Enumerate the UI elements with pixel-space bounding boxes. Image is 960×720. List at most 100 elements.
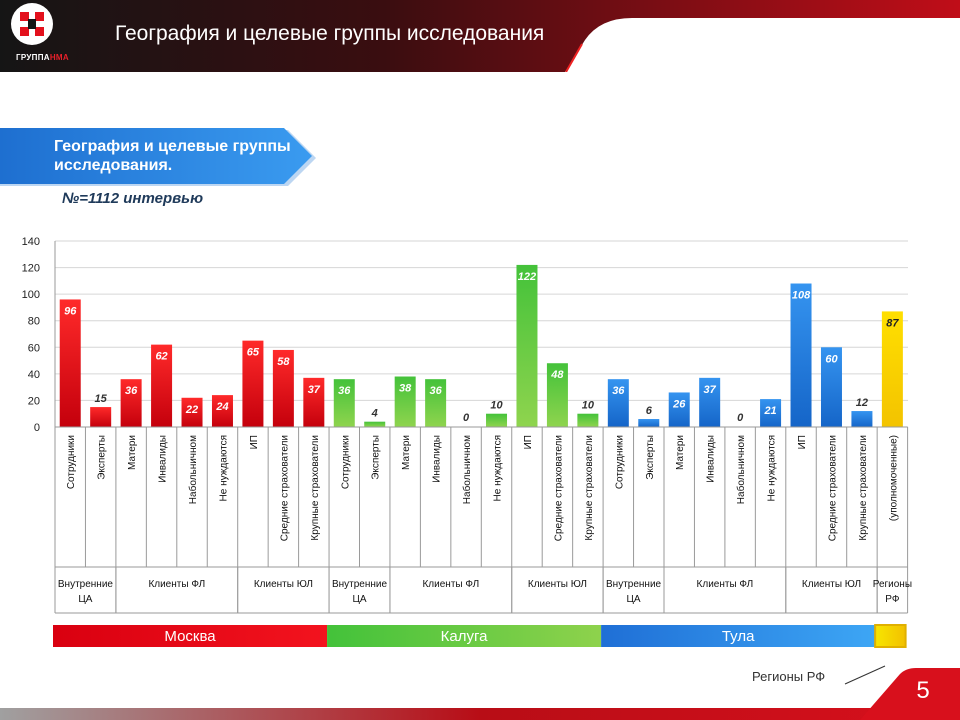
category-label: Сотрудники bbox=[614, 435, 625, 489]
bar bbox=[181, 397, 203, 427]
slide-title: География и целевые группы исследования bbox=[115, 22, 545, 45]
bar bbox=[881, 311, 903, 427]
bar-value-label: 122 bbox=[518, 271, 536, 283]
bar-value-label: 48 bbox=[550, 369, 564, 381]
bar-value-label: 4 bbox=[371, 408, 378, 420]
bar bbox=[486, 413, 508, 427]
bar-value-label: 0 bbox=[463, 412, 470, 424]
category-label: Набольничном bbox=[187, 435, 199, 504]
category-label: Инвалиды bbox=[706, 435, 717, 483]
category-label: Крупные страхователи bbox=[584, 435, 595, 541]
bar bbox=[546, 363, 568, 427]
region-segment bbox=[53, 625, 328, 647]
bar bbox=[211, 395, 233, 427]
bar bbox=[303, 377, 325, 427]
region-label: Тула bbox=[722, 628, 755, 645]
bar bbox=[90, 407, 112, 427]
bar-value-label: 62 bbox=[155, 351, 167, 363]
section-banner bbox=[0, 128, 316, 186]
bar bbox=[607, 379, 629, 427]
regions-callout-label: Регионы РФ bbox=[752, 669, 826, 684]
category-label: Крупные страхователи bbox=[858, 435, 869, 541]
bar bbox=[638, 419, 660, 427]
bar-value-label: 15 bbox=[95, 393, 108, 405]
group-label: Внутренние bbox=[58, 579, 114, 590]
category-label: Эксперты bbox=[97, 435, 108, 480]
category-label: Сотрудники bbox=[66, 435, 77, 489]
group-label: Клиенты ЮЛ bbox=[802, 579, 861, 590]
y-tick-label: 0 bbox=[34, 422, 40, 434]
group-label: ЦА bbox=[78, 594, 92, 605]
header-bar: ГРУППАНМА География и целевые группы исс… bbox=[0, 0, 960, 72]
region-label: Москва bbox=[164, 628, 216, 645]
section-banner-title: География и целевые группы исследования. bbox=[54, 138, 291, 174]
category-label: ИП bbox=[797, 435, 808, 449]
group-label: Клиенты ФЛ bbox=[422, 579, 479, 590]
category-label: Эксперты bbox=[645, 435, 656, 480]
region-segment bbox=[601, 625, 876, 647]
bar bbox=[577, 413, 599, 427]
bar-chart: 96 15 36 62 22 24 65 58 37 36 4 38 36 0 10 122 48 10 36 6 26… bbox=[22, 236, 912, 648]
category-label: Не нуждаются bbox=[767, 435, 778, 501]
bar-value-label: 96 bbox=[64, 305, 77, 317]
bar-value-label: 36 bbox=[125, 385, 138, 397]
group-label: Клиенты ФЛ bbox=[148, 579, 205, 590]
bar-value-label: 38 bbox=[399, 383, 412, 395]
y-tick-label: 120 bbox=[22, 263, 40, 275]
bar-value-label: 0 bbox=[737, 412, 744, 424]
bar bbox=[820, 347, 842, 427]
bar-value-label: 36 bbox=[612, 385, 625, 397]
category-label: Средние страхователи bbox=[827, 435, 838, 541]
bar-value-label: 65 bbox=[247, 347, 260, 359]
category-label: Набольничном bbox=[735, 435, 747, 504]
bar-value-label: 108 bbox=[792, 290, 811, 302]
bar-value-label: 6 bbox=[646, 405, 653, 417]
region-label: Калуга bbox=[441, 628, 488, 645]
bar-value-label: 87 bbox=[886, 317, 899, 329]
bar bbox=[120, 379, 142, 427]
y-tick-label: 80 bbox=[28, 316, 40, 328]
group-label: Регионы bbox=[873, 579, 912, 590]
bar bbox=[790, 283, 812, 427]
bar-value-label: 10 bbox=[582, 400, 595, 412]
category-label: Не нуждаются bbox=[218, 435, 229, 501]
category-label: Набольничном bbox=[461, 435, 473, 504]
category-label: Крупные страхователи bbox=[310, 435, 321, 541]
bar bbox=[364, 421, 386, 427]
category-label: Матери bbox=[675, 435, 686, 470]
y-tick-label: 140 bbox=[22, 236, 40, 248]
group-label: Клиенты ЮЛ bbox=[254, 579, 313, 590]
logo-wordmark: ГРУППАНМА bbox=[16, 53, 69, 62]
bar-value-label: 12 bbox=[856, 397, 868, 409]
group-label: Клиенты ЮЛ bbox=[528, 579, 587, 590]
bar bbox=[59, 299, 81, 427]
group-label: Клиенты ФЛ bbox=[697, 579, 754, 590]
category-label: Не нуждаются bbox=[493, 435, 504, 501]
category-label: Средние страхователи bbox=[553, 435, 564, 541]
group-label: РФ bbox=[885, 594, 900, 605]
bar bbox=[516, 264, 538, 427]
bar bbox=[394, 376, 416, 427]
bar bbox=[760, 399, 782, 427]
group-label: Внутренние bbox=[606, 579, 662, 590]
category-label: ИП bbox=[249, 435, 260, 449]
group-label: ЦА bbox=[627, 594, 641, 605]
category-label: Матери bbox=[127, 435, 138, 470]
page-number: 5 bbox=[916, 677, 930, 704]
category-label: ИП bbox=[523, 435, 534, 449]
footer-bar bbox=[0, 665, 960, 720]
bar bbox=[699, 377, 721, 427]
bar-value-label: 37 bbox=[704, 384, 717, 396]
bar bbox=[851, 411, 873, 427]
bar bbox=[272, 349, 294, 427]
bar-value-label: 36 bbox=[338, 385, 351, 397]
y-tick-label: 40 bbox=[28, 369, 40, 381]
category-label: (уполномоченные) bbox=[888, 435, 899, 521]
header-background bbox=[0, 0, 960, 72]
bar-value-label: 24 bbox=[215, 401, 228, 413]
sample-size-label: №=1112 интервью bbox=[62, 190, 204, 207]
category-label: Эксперты bbox=[371, 435, 382, 480]
region-segment bbox=[874, 624, 907, 648]
bar-value-label: 37 bbox=[308, 384, 321, 396]
category-label: Инвалиды bbox=[432, 435, 443, 483]
